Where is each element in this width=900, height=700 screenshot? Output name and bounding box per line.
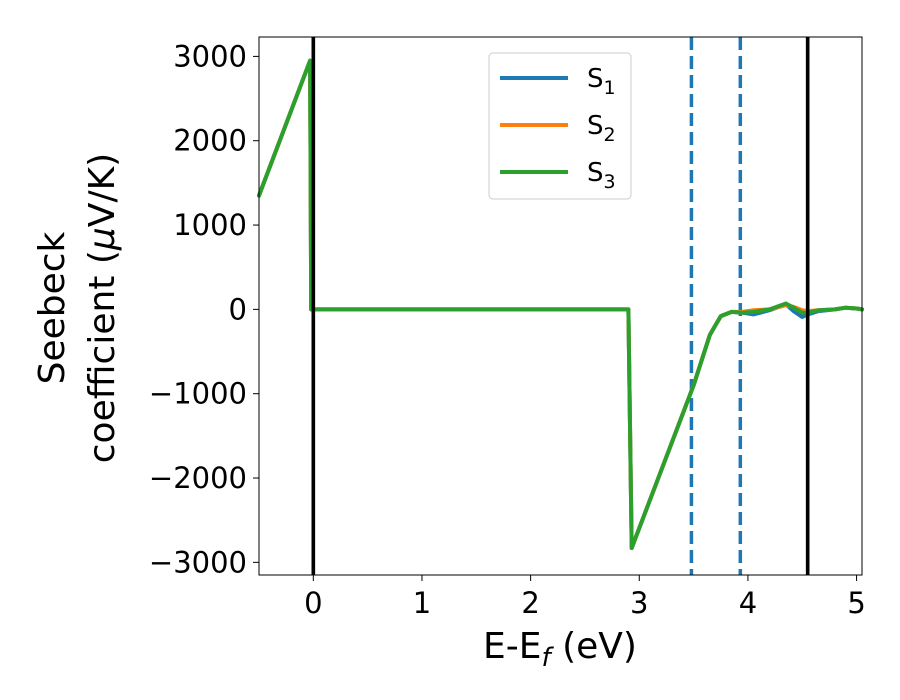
series-lines [257, 58, 864, 550]
y-tick-label: −3000 [149, 545, 247, 579]
y-axis-label-line2: coefficient (μV/K) [82, 153, 123, 463]
y-tick-label: 3000 [173, 39, 247, 73]
plot-frame [258, 36, 863, 576]
y-axis-ticks: 3000 2000 1000 0 −1000 −2000 −3000 [149, 39, 259, 579]
x-tick-label: 0 [304, 586, 322, 620]
y-tick-label: −1000 [149, 377, 247, 411]
x-tick-label: 4 [739, 586, 757, 620]
x-tick-label: 2 [521, 586, 539, 620]
x-axis-label: E-Ef (eV) [483, 626, 637, 673]
y-tick-label: 1000 [173, 208, 247, 242]
x-tick-label: 3 [630, 586, 648, 620]
y-axis-label-line1: Seebeck [32, 231, 73, 384]
x-tick-label: 5 [847, 586, 865, 620]
y-tick-label: 2000 [173, 124, 247, 158]
legend: S1 S2 S3 [488, 52, 632, 200]
x-tick-label: 1 [413, 586, 431, 620]
y-tick-label: 0 [229, 292, 247, 326]
legend-label-s2: S2 [587, 111, 616, 146]
y-tick-label: −2000 [149, 461, 247, 495]
solid-reference-lines [311, 37, 810, 575]
legend-label-s1: S1 [587, 64, 616, 99]
series-line-s3 [257, 58, 864, 550]
x-axis-ticks: 0 1 2 3 4 5 [304, 575, 866, 620]
legend-label-s3: S3 [587, 158, 616, 193]
